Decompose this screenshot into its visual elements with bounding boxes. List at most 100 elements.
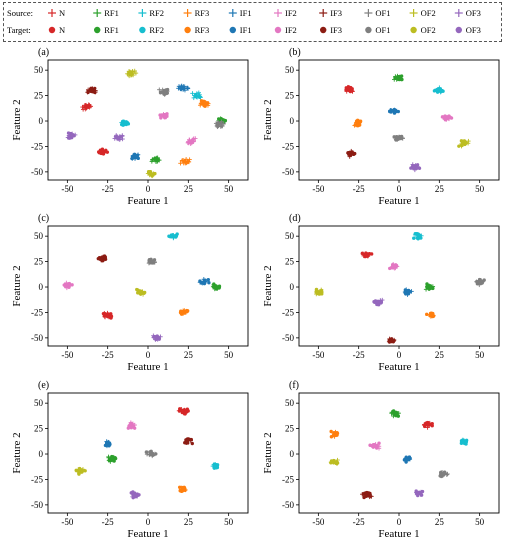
point-source bbox=[426, 286, 431, 291]
point-source bbox=[460, 142, 465, 148]
cluster-rf2-target bbox=[119, 119, 131, 127]
point-target bbox=[186, 409, 190, 413]
point-target bbox=[159, 113, 163, 117]
x-tick-label: 50 bbox=[475, 350, 485, 360]
point-source bbox=[198, 103, 203, 108]
cluster-if2-target bbox=[62, 280, 74, 291]
legend-source-marker-rf2 bbox=[138, 9, 147, 17]
panel-label: (e) bbox=[38, 380, 49, 391]
point-source bbox=[155, 337, 160, 342]
point-source bbox=[376, 446, 382, 451]
point-source bbox=[191, 95, 196, 101]
point-source bbox=[350, 89, 355, 94]
legend-box bbox=[3, 2, 502, 42]
cluster-n-target bbox=[96, 147, 110, 156]
point-source bbox=[190, 91, 195, 96]
cluster-of2-target bbox=[145, 170, 157, 179]
cluster-n-target bbox=[101, 310, 114, 320]
point-target bbox=[415, 166, 419, 170]
point-target bbox=[134, 153, 138, 158]
point-source bbox=[369, 494, 374, 499]
cluster-of1-target bbox=[146, 257, 157, 266]
point-target bbox=[409, 166, 413, 170]
point-target bbox=[175, 232, 179, 236]
point-target bbox=[428, 314, 432, 318]
point-target bbox=[89, 89, 93, 94]
cluster-if1-target bbox=[402, 287, 414, 297]
point-target bbox=[435, 88, 440, 93]
legend-source-label-rf2: RF2 bbox=[149, 8, 164, 18]
point-target bbox=[70, 133, 74, 138]
cluster-of3-target bbox=[413, 489, 425, 498]
point-target bbox=[109, 314, 114, 319]
point-target bbox=[129, 421, 133, 426]
y-axis-title: Feature 2 bbox=[262, 265, 274, 306]
legend: Source: Target: NN RF1 RF1 RF2 RF2 RF3 RF3 IF1 I… bbox=[7, 8, 481, 35]
cluster-rf1-target bbox=[106, 454, 118, 464]
cluster-rf3-target bbox=[177, 485, 188, 494]
y-axis-title: Feature 2 bbox=[262, 99, 274, 140]
point-target bbox=[80, 469, 84, 474]
cluster-rf3-target bbox=[425, 311, 436, 319]
cluster-of1-target bbox=[474, 277, 486, 288]
x-tick-label: 25 bbox=[184, 184, 194, 194]
cluster-if1-target bbox=[103, 439, 112, 449]
point-target bbox=[174, 235, 178, 239]
point-source bbox=[130, 72, 136, 78]
x-tick-label: -50 bbox=[312, 517, 324, 527]
point-target bbox=[148, 450, 152, 454]
point-source bbox=[192, 93, 197, 98]
cluster-of3-target bbox=[129, 490, 141, 500]
x-tick-label: -25 bbox=[353, 517, 365, 527]
point-source bbox=[393, 137, 399, 142]
point-target bbox=[200, 281, 205, 285]
point-target bbox=[419, 493, 424, 497]
cluster-if1-source bbox=[176, 83, 191, 93]
legend-target-label-of3: OF3 bbox=[466, 25, 481, 35]
scatter-panel-c: -50 -25 0 25 50 -50 -25 0 25 50 (c) Feature 1 Featur… bbox=[11, 213, 249, 373]
legend-target-label-if3: IF3 bbox=[330, 25, 342, 35]
x-tick-label: 50 bbox=[224, 517, 234, 527]
y-tick-label: -25 bbox=[31, 307, 43, 317]
x-axis-title: Feature 1 bbox=[127, 528, 168, 540]
point-source bbox=[319, 287, 324, 293]
point-source bbox=[106, 458, 112, 463]
point-source bbox=[82, 104, 87, 109]
point-target bbox=[347, 150, 351, 155]
scatter-panel-f: -50 -25 0 25 50 -50 -25 0 25 50 (f) Feature 1 Featur… bbox=[262, 380, 500, 540]
y-axis-title: Feature 2 bbox=[262, 432, 274, 473]
point-source bbox=[360, 492, 365, 497]
y-tick-label: 50 bbox=[34, 398, 44, 408]
point-target bbox=[431, 313, 435, 317]
legend-target-marker-if3 bbox=[320, 26, 327, 34]
x-tick-label: 50 bbox=[475, 517, 485, 527]
y-tick-label: 50 bbox=[34, 231, 44, 241]
point-source bbox=[194, 95, 200, 100]
point-target bbox=[391, 265, 395, 269]
legend-source-label-of2: OF2 bbox=[421, 8, 436, 18]
point-source bbox=[185, 139, 191, 144]
point-target bbox=[86, 90, 90, 95]
point-target bbox=[77, 466, 82, 471]
cluster-if1-target bbox=[130, 152, 141, 161]
legend-target-marker-if1 bbox=[229, 26, 236, 34]
point-target bbox=[105, 314, 110, 319]
x-tick-label: 25 bbox=[184, 350, 194, 360]
cluster-of2-target bbox=[135, 287, 147, 297]
y-tick-label: -50 bbox=[31, 333, 43, 343]
y-tick-label: -25 bbox=[31, 474, 43, 484]
cluster-rf1-target bbox=[389, 409, 401, 419]
point-target bbox=[346, 85, 351, 89]
point-target bbox=[202, 103, 206, 108]
x-axis-title: Feature 1 bbox=[127, 195, 168, 207]
legend-target-marker-n bbox=[48, 26, 56, 34]
cluster-of2-target bbox=[457, 138, 471, 149]
legend-target-label-if1: IF1 bbox=[240, 25, 252, 35]
legend-target-label: Target: bbox=[7, 25, 31, 35]
x-tick-label: 0 bbox=[397, 184, 402, 194]
point-source bbox=[132, 422, 137, 428]
y-tick-label: 25 bbox=[285, 91, 295, 101]
x-tick-label: -25 bbox=[102, 517, 114, 527]
point-target bbox=[199, 99, 204, 103]
legend-target-marker-rf1 bbox=[94, 26, 101, 34]
